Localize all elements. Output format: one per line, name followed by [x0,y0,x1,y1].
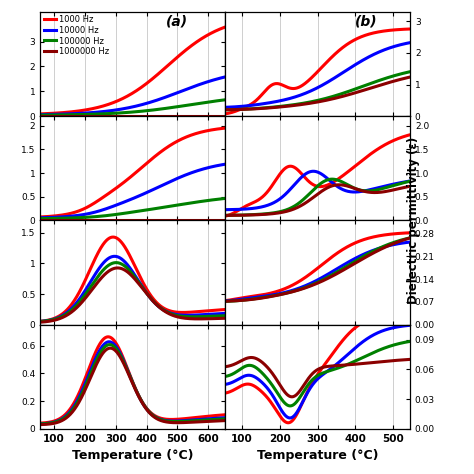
Text: Dielectric permittivity (ε): Dielectric permittivity (ε) [407,137,420,304]
Legend: 1000 Hz, 10000 Hz, 100000 Hz, 1000000 Hz: 1000 Hz, 10000 Hz, 100000 Hz, 1000000 Hz [43,14,110,57]
Text: (b): (b) [355,15,377,29]
X-axis label: Temperature (°C): Temperature (°C) [72,449,193,462]
Text: (a): (a) [166,15,188,29]
X-axis label: Temperature (°C): Temperature (°C) [257,449,378,462]
